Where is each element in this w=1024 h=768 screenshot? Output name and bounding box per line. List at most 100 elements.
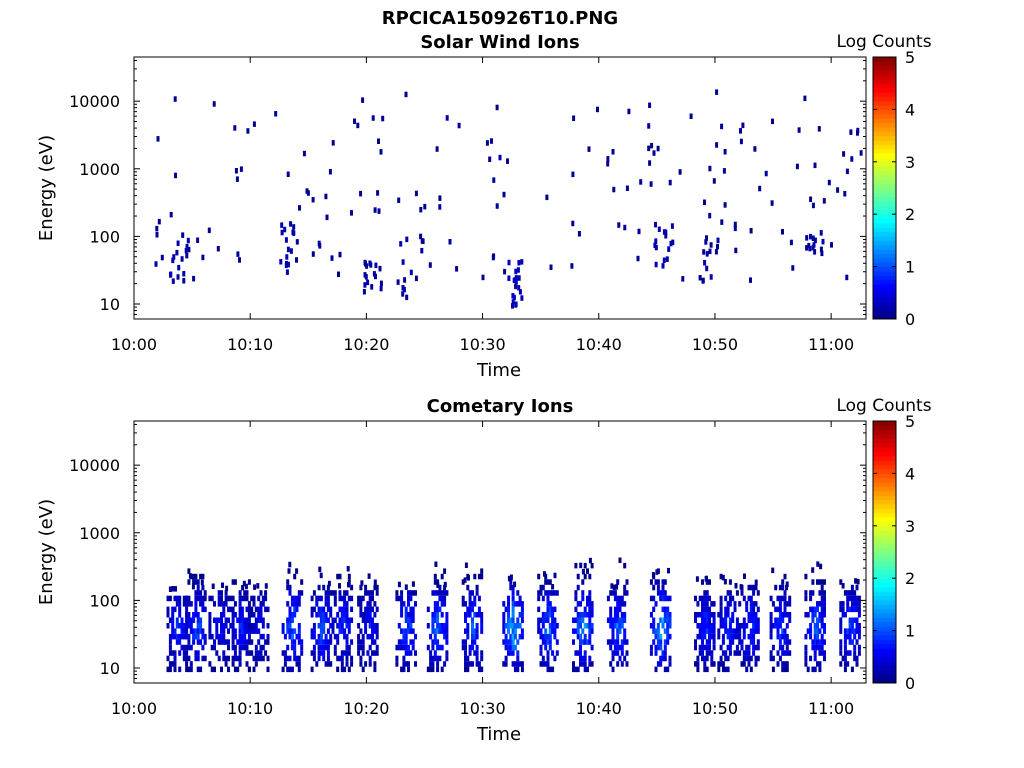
heatmap-cell xyxy=(733,606,737,613)
heatmap-cell xyxy=(708,628,711,634)
heatmap-cell xyxy=(749,633,753,640)
heatmap-cell xyxy=(703,590,707,596)
heatmap-cell xyxy=(166,666,170,673)
heatmap-cell xyxy=(433,639,437,645)
heatmap-cell xyxy=(431,617,435,623)
heatmap-cell xyxy=(461,601,465,607)
heatmap-cell xyxy=(694,595,697,602)
heatmap-cell xyxy=(728,623,732,629)
heatmap-cell xyxy=(820,584,824,591)
heatmap-cell xyxy=(203,655,207,662)
heatmap-cell xyxy=(553,590,557,596)
heatmap-cell xyxy=(333,590,337,596)
heatmap-cell xyxy=(648,160,652,166)
heatmap-cell xyxy=(201,628,205,634)
heatmap-cell xyxy=(196,590,200,596)
colorbar-swatch xyxy=(873,96,896,102)
heatmap-cell xyxy=(178,633,182,640)
heatmap-cell xyxy=(336,655,340,662)
colorbar-tick-label: 5 xyxy=(905,48,915,67)
heatmap-cell xyxy=(231,579,235,585)
heatmap-cell xyxy=(857,628,861,634)
heatmap-cell xyxy=(286,655,290,662)
heatmap-cell xyxy=(705,650,709,656)
heatmap-cell xyxy=(813,612,817,618)
heatmap-cell xyxy=(329,612,333,618)
heatmap-cell xyxy=(238,257,241,263)
heatmap-cell xyxy=(455,266,459,272)
heatmap-cell xyxy=(368,612,372,618)
heatmap-cell xyxy=(259,650,263,656)
heatmap-cell xyxy=(850,628,854,634)
heatmap-cell xyxy=(252,595,256,602)
heatmap-cell xyxy=(192,612,196,618)
heatmap-cell xyxy=(809,606,813,613)
heatmap-cell xyxy=(434,561,438,567)
heatmap-cell xyxy=(654,628,658,634)
heatmap-cell xyxy=(839,628,843,634)
heatmap-cell xyxy=(300,644,304,651)
heatmap-cell xyxy=(749,595,753,602)
heatmap-cell xyxy=(208,661,212,667)
heatmap-cell xyxy=(609,623,613,629)
heatmap-cell xyxy=(742,661,746,667)
heatmap-cell xyxy=(785,661,789,667)
heatmap-cell xyxy=(733,633,737,640)
heatmap-cell xyxy=(625,185,629,191)
heatmap-cell xyxy=(266,606,270,613)
x-tick-label: 10:10 xyxy=(227,699,273,718)
heatmap-cell xyxy=(401,291,405,297)
heatmap-cell xyxy=(663,612,667,618)
heatmap-cell xyxy=(745,606,749,613)
heatmap-cell xyxy=(436,617,440,623)
heatmap-cell xyxy=(396,279,400,285)
heatmap-cell xyxy=(544,612,548,618)
heatmap-cell xyxy=(259,633,263,640)
heatmap-cell xyxy=(231,623,235,629)
heatmap-cell xyxy=(745,655,749,662)
heatmap-cell xyxy=(407,590,410,596)
heatmap-cell xyxy=(171,617,175,623)
heatmap-cell xyxy=(155,232,159,238)
heatmap-cell xyxy=(368,606,372,613)
heatmap-cell xyxy=(433,601,437,607)
heatmap-cell xyxy=(295,655,299,662)
heatmap-cell xyxy=(545,194,549,201)
heatmap-cell xyxy=(752,650,756,656)
heatmap-cell xyxy=(257,617,261,623)
heatmap-cell xyxy=(752,628,756,634)
colorbar-swatch xyxy=(873,61,896,67)
heatmap-cell xyxy=(781,628,785,634)
heatmap-cell xyxy=(809,655,813,662)
colorbar-tick-label: 1 xyxy=(905,258,915,277)
heatmap-cell xyxy=(185,252,189,259)
heatmap-cell xyxy=(171,650,175,656)
heatmap-cell xyxy=(411,590,415,596)
heatmap-cell xyxy=(433,573,437,580)
heatmap-cell xyxy=(436,661,440,667)
colorbar-swatch xyxy=(873,275,896,281)
heatmap-cell xyxy=(266,666,270,673)
y-axis-label: Energy (eV) xyxy=(36,499,57,605)
heatmap-cell xyxy=(850,595,854,602)
heatmap-cell xyxy=(739,584,743,590)
heatmap-cell xyxy=(247,666,251,673)
heatmap-cell xyxy=(820,590,824,596)
colorbar-swatch xyxy=(873,460,896,466)
heatmap-cell xyxy=(783,628,787,634)
heatmap-cell xyxy=(574,562,578,569)
heatmap-cell xyxy=(647,123,651,129)
heatmap-cell xyxy=(778,612,782,618)
heatmap-cell xyxy=(577,231,581,237)
heatmap-cell xyxy=(783,633,787,640)
heatmap-cell xyxy=(368,655,372,662)
heatmap-cell xyxy=(247,617,251,623)
heatmap-cell xyxy=(199,617,203,623)
heatmap-cell xyxy=(192,617,196,623)
heatmap-cell xyxy=(363,282,367,288)
x-tick-label: 10:00 xyxy=(111,699,157,718)
heatmap-cell xyxy=(189,628,193,634)
heatmap-cell xyxy=(749,612,753,618)
colorbar-swatch xyxy=(873,490,896,496)
heatmap-cell xyxy=(843,191,847,197)
